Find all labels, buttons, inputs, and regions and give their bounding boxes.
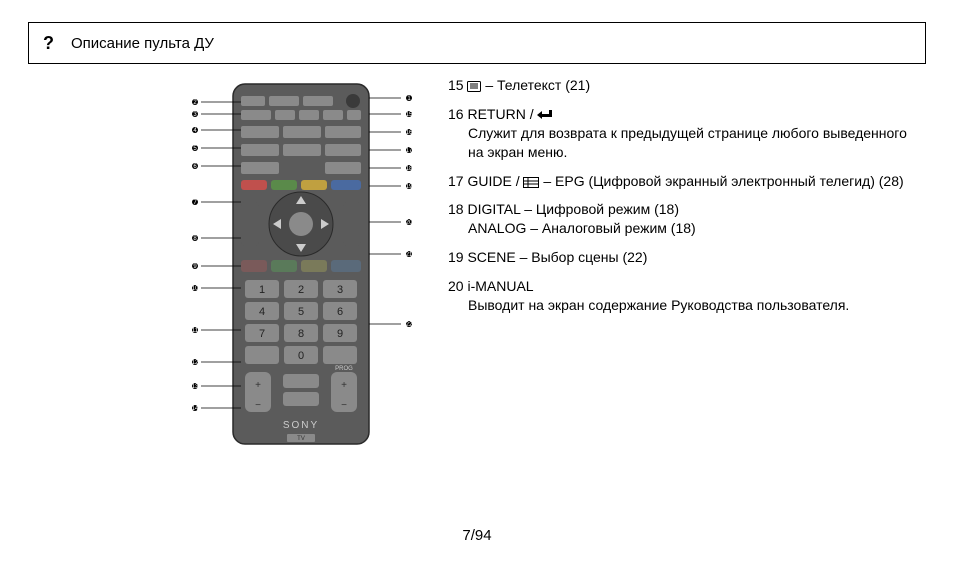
epg-icon bbox=[523, 177, 539, 188]
svg-text:−: − bbox=[341, 400, 347, 411]
callout-20: 20 bbox=[406, 220, 413, 226]
desc-head: SCENE – Выбор сцены (22) bbox=[464, 249, 648, 265]
desc-head: – Телетекст (21) bbox=[481, 77, 590, 93]
svg-text:9: 9 bbox=[337, 328, 343, 340]
content-area: 1 2 3 4 5 6 7 8 9 0 bbox=[28, 74, 926, 454]
description-list: 15 – Телетекст (21) 16 RETURN / Служит дл… bbox=[448, 74, 926, 325]
desc-body: ANALOG – Аналоговый режим (18) bbox=[468, 219, 926, 238]
svg-text:8: 8 bbox=[298, 328, 304, 340]
remote-diagram: 1 2 3 4 5 6 7 8 9 0 bbox=[178, 74, 428, 454]
callout-19: 19 bbox=[406, 184, 413, 190]
help-icon: ? bbox=[43, 34, 61, 52]
desc-num: 18 bbox=[448, 201, 464, 217]
return-icon bbox=[537, 109, 553, 121]
callout-14: 14 bbox=[192, 406, 199, 412]
desc-head: RETURN / bbox=[464, 106, 538, 122]
desc-head: i-MANUAL bbox=[464, 278, 534, 294]
svg-text:0: 0 bbox=[298, 350, 304, 362]
callout-12: 12 bbox=[192, 360, 199, 366]
svg-text:−: − bbox=[255, 400, 261, 411]
callout-17: 17 bbox=[406, 148, 413, 154]
desc-item-19: 19 SCENE – Выбор сцены (22) bbox=[448, 248, 926, 267]
desc-num: 16 bbox=[448, 106, 464, 122]
svg-text:PROG: PROG bbox=[335, 366, 353, 372]
desc-body: Служит для возврата к предыдущей страниц… bbox=[468, 124, 926, 162]
desc-num: 19 bbox=[448, 249, 464, 265]
page-title: Описание пульта ДУ bbox=[71, 35, 214, 52]
brand-label: SONY bbox=[283, 420, 319, 431]
desc-body: Выводит на экран содержание Руководства … bbox=[468, 296, 926, 315]
desc-item-17: 17 GUIDE / – EPG (Цифровой экранный элек… bbox=[448, 172, 926, 191]
callout-21: 21 bbox=[406, 252, 413, 258]
svg-text:1: 1 bbox=[259, 284, 265, 296]
svg-text:TV: TV bbox=[297, 436, 305, 442]
desc-item-15: 15 – Телетекст (21) bbox=[448, 76, 926, 95]
callout-10: 10 bbox=[192, 286, 199, 292]
svg-text:2: 2 bbox=[298, 284, 304, 296]
desc-item-18: 18 DIGITAL – Цифровой режим (18) ANALOG –… bbox=[448, 200, 926, 238]
svg-text:3: 3 bbox=[337, 284, 343, 296]
svg-text:+: + bbox=[341, 380, 347, 391]
callout-22: 22 bbox=[406, 322, 413, 328]
svg-text:4: 4 bbox=[259, 306, 265, 318]
desc-item-16: 16 RETURN / Служит для возврата к предыд… bbox=[448, 105, 926, 162]
callout-16: 16 bbox=[406, 130, 413, 136]
svg-text:+: + bbox=[255, 380, 261, 391]
callout-13: 13 bbox=[192, 384, 199, 390]
desc-num: 17 bbox=[448, 173, 464, 189]
svg-text:5: 5 bbox=[298, 306, 304, 318]
svg-text:7: 7 bbox=[259, 328, 265, 340]
svg-text:6: 6 bbox=[337, 306, 343, 318]
callout-18: 18 bbox=[406, 166, 413, 172]
desc-head: DIGITAL – Цифровой режим (18) bbox=[464, 201, 679, 217]
desc-head: GUIDE / bbox=[464, 173, 524, 189]
teletext-icon bbox=[467, 81, 481, 92]
remote-svg: 1 2 3 4 5 6 7 8 9 0 bbox=[183, 74, 423, 454]
desc-item-20: 20 i-MANUAL Выводит на экран содержание Р… bbox=[448, 277, 926, 315]
desc-tail: – EPG (Цифровой экранный электронный тел… bbox=[539, 173, 903, 189]
callout-15: 15 bbox=[406, 112, 413, 118]
desc-num: 15 bbox=[448, 77, 464, 93]
title-bar: ? Описание пульта ДУ bbox=[28, 22, 926, 64]
page-number: 7/94 bbox=[0, 527, 954, 544]
desc-num: 20 bbox=[448, 278, 464, 294]
callout-11: 11 bbox=[192, 328, 199, 334]
